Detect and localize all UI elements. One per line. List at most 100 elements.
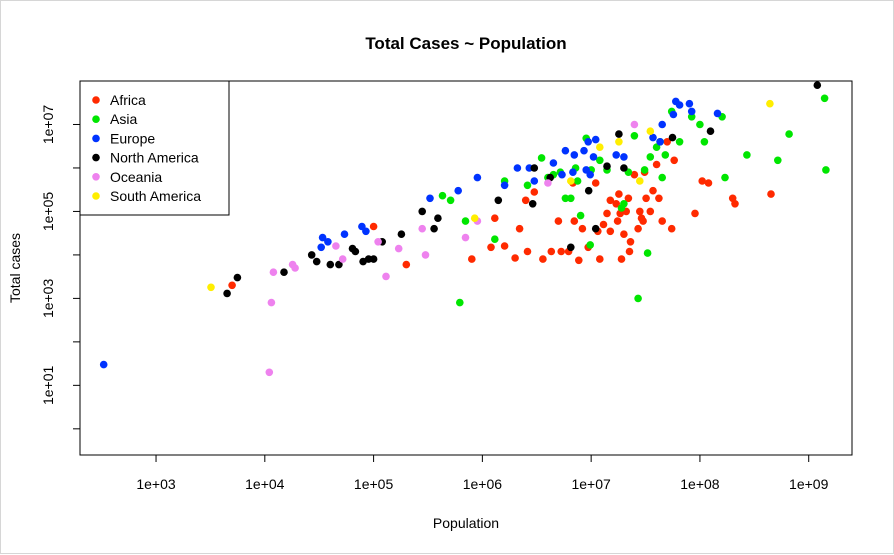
data-point-europe <box>473 173 482 182</box>
data-point-asia <box>438 191 447 200</box>
data-point-africa <box>626 238 635 246</box>
data-point-europe <box>324 238 332 246</box>
data-point-europe <box>570 151 579 159</box>
data-point-africa <box>642 194 650 203</box>
data-point-europe <box>340 230 349 238</box>
data-point-europe <box>669 110 678 119</box>
data-point-africa <box>652 160 661 169</box>
data-point-north-america <box>813 81 822 89</box>
data-point-north-america <box>615 130 623 138</box>
data-point-north-america <box>312 257 321 266</box>
data-point-oceania <box>461 233 470 242</box>
data-point-europe <box>685 99 694 108</box>
data-point-africa <box>530 188 539 196</box>
data-point-asia <box>537 154 546 162</box>
data-point-north-america <box>668 133 677 142</box>
data-point-oceania <box>267 298 276 307</box>
data-point-africa <box>523 247 532 256</box>
data-point-north-america <box>584 186 593 195</box>
data-point-asia <box>743 151 751 159</box>
data-point-asia <box>576 211 585 220</box>
data-point-asia <box>620 200 628 208</box>
legend-label-africa: Africa <box>110 92 146 108</box>
data-point-south-america <box>470 214 479 222</box>
legend-marker-oceania <box>92 173 100 181</box>
data-point-europe <box>656 138 664 146</box>
data-point-north-america <box>620 164 628 172</box>
data-point-asia <box>822 166 830 174</box>
data-point-asia <box>687 113 696 121</box>
data-point-africa <box>767 190 775 198</box>
data-point-asia <box>721 173 729 182</box>
data-point-south-america <box>646 127 655 135</box>
data-point-asia <box>658 173 666 182</box>
x-tick-label: 1e+03 <box>136 476 176 492</box>
data-point-africa <box>521 196 530 205</box>
data-point-oceania <box>630 120 639 129</box>
legend-label-south-america: South America <box>110 188 201 204</box>
data-point-africa <box>606 227 615 236</box>
x-tick-label: 1e+04 <box>245 476 285 492</box>
data-point-asia <box>652 143 661 151</box>
data-point-africa <box>402 260 411 269</box>
data-point-africa <box>603 209 611 218</box>
data-point-europe <box>549 159 558 167</box>
data-point-africa <box>667 224 676 233</box>
data-point-africa <box>578 224 587 233</box>
y-tick-label: 1e+03 <box>40 279 56 319</box>
data-point-north-america <box>530 164 539 172</box>
data-point-north-america <box>567 243 575 252</box>
data-point-africa <box>663 138 671 146</box>
data-point-south-america <box>207 283 215 292</box>
data-point-africa <box>596 255 604 263</box>
data-point-north-america <box>397 230 406 238</box>
x-tick-label: 1e+05 <box>354 476 394 492</box>
data-point-africa <box>630 170 639 179</box>
data-point-africa <box>369 222 378 231</box>
data-point-oceania <box>394 244 403 253</box>
data-point-africa <box>539 255 547 263</box>
data-point-africa <box>658 217 666 225</box>
data-point-europe <box>530 177 539 185</box>
data-point-oceania <box>332 242 340 250</box>
data-point-africa <box>649 186 657 195</box>
x-axis-label: Population <box>433 515 499 531</box>
data-point-africa <box>634 224 642 233</box>
legend-label-north-america: North America <box>110 150 199 166</box>
data-point-africa <box>500 242 509 250</box>
data-point-europe <box>649 133 657 142</box>
data-point-asia <box>461 217 470 225</box>
data-point-asia <box>456 298 464 307</box>
data-point-europe <box>612 151 620 159</box>
data-point-north-america <box>233 273 242 282</box>
data-point-asia <box>573 177 582 185</box>
data-point-africa <box>731 200 739 208</box>
data-point-oceania <box>265 368 274 377</box>
data-point-oceania <box>382 272 390 281</box>
y-tick-label: 1e+01 <box>40 365 56 405</box>
data-point-asia <box>661 151 670 159</box>
data-point-south-america <box>615 138 623 146</box>
data-point-north-america <box>280 268 288 277</box>
data-point-europe <box>591 135 600 144</box>
data-point-asia <box>785 130 793 138</box>
x-tick-label: 1e+09 <box>789 476 829 492</box>
data-point-europe <box>558 170 566 179</box>
data-point-africa <box>554 217 563 225</box>
data-point-europe <box>713 109 722 118</box>
data-point-africa <box>591 179 600 187</box>
data-point-africa <box>624 194 633 203</box>
data-point-south-america <box>567 177 575 185</box>
data-point-europe <box>589 153 598 161</box>
data-point-north-america <box>369 255 378 263</box>
data-point-asia <box>523 181 532 190</box>
data-point-north-america <box>603 162 611 170</box>
data-point-africa <box>575 256 583 265</box>
legend-box <box>79 80 230 216</box>
data-point-asia <box>820 94 829 103</box>
data-point-europe <box>584 138 592 146</box>
data-point-north-america <box>706 127 715 135</box>
data-point-africa <box>617 255 626 263</box>
